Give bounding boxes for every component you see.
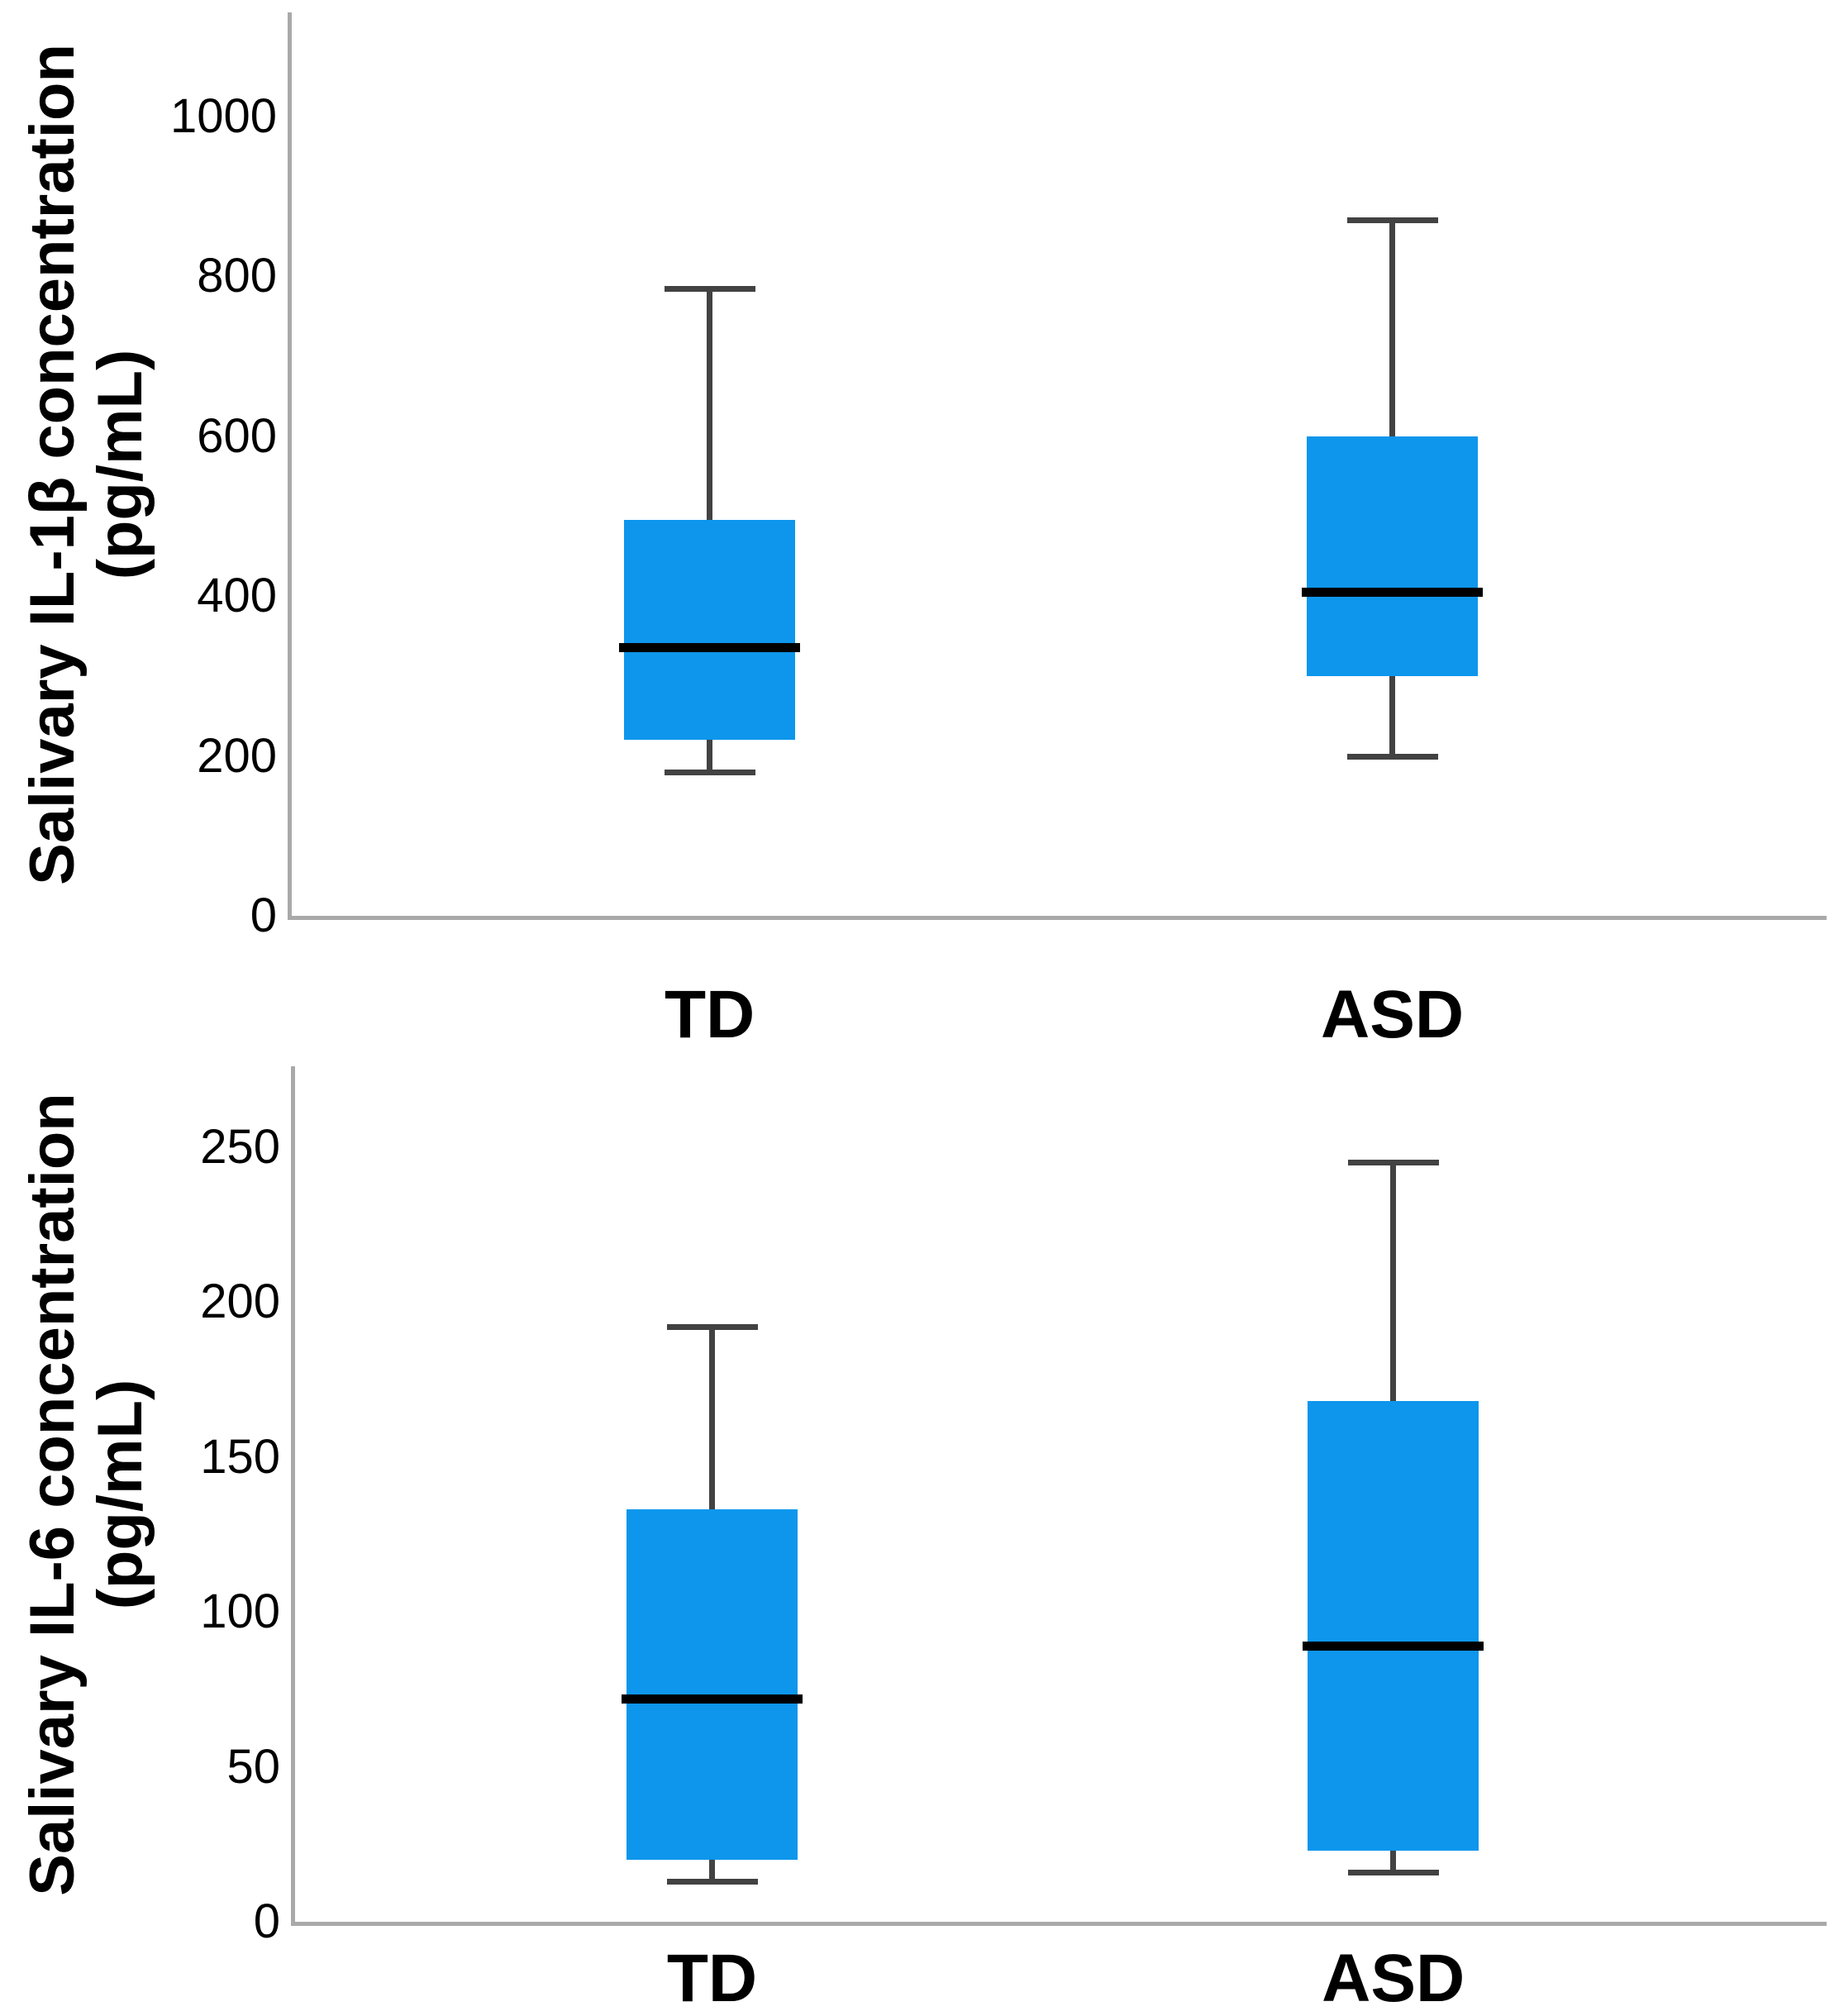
whisker-cap-max: [664, 285, 755, 292]
x-axis-line: [288, 916, 1827, 920]
whisker-cap-min: [1347, 1870, 1439, 1875]
y-tick-label: 400: [197, 569, 277, 623]
y-tick-label: 250: [200, 1119, 280, 1174]
whisker-cap-min: [1346, 753, 1438, 760]
whisker-cap-max: [1346, 217, 1438, 224]
y-axis-line: [291, 1066, 295, 1926]
category-label: TD: [664, 977, 755, 1052]
y-tick-label: 50: [226, 1739, 280, 1794]
whisker-cap-min: [664, 769, 755, 775]
category-label: TD: [666, 1941, 758, 2016]
median-line: [622, 1694, 803, 1704]
box-iqr: [624, 520, 796, 741]
y-tick-label: 0: [250, 889, 277, 942]
y-axis-title-line1: Salivary IL-6 concentration: [17, 1092, 88, 1896]
category-label: ASD: [1321, 977, 1465, 1052]
median-line: [1303, 1641, 1484, 1651]
y-tick-label: 1000: [169, 88, 277, 143]
box-iqr: [1308, 1401, 1479, 1851]
whisker-cap-min: [666, 1879, 758, 1885]
y-tick-label: 800: [197, 249, 277, 303]
y-tick-label: 150: [200, 1429, 280, 1484]
y-tick-label: 100: [200, 1585, 280, 1638]
y-axis-line: [288, 12, 292, 920]
y-tick-label: 200: [200, 1275, 280, 1328]
median-line: [1302, 587, 1484, 597]
y-tick-label: 600: [197, 408, 277, 463]
median-line: [619, 643, 801, 653]
category-label: ASD: [1322, 1941, 1465, 2016]
x-axis-line: [291, 1922, 1827, 1926]
whisker-cap-max: [1347, 1160, 1439, 1166]
box-iqr: [626, 1509, 798, 1860]
y-tick-label: 200: [197, 728, 277, 783]
box-iqr: [1307, 436, 1479, 676]
y-tick-label: 0: [253, 1894, 280, 1948]
whisker-cap-max: [666, 1324, 758, 1330]
